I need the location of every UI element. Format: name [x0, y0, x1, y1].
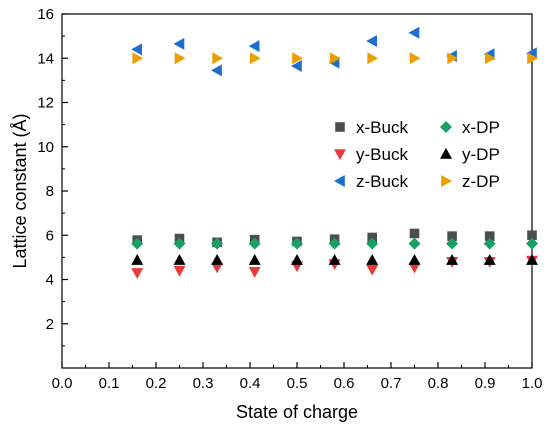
data-point	[249, 52, 261, 65]
data-point	[526, 254, 538, 265]
data-points	[131, 26, 538, 279]
data-point	[367, 232, 377, 243]
legend-marker	[440, 148, 452, 159]
legend-marker	[440, 121, 452, 133]
data-point	[292, 52, 303, 65]
legend-item: z-Buck	[334, 172, 408, 191]
data-point	[328, 254, 341, 265]
series-z-DP	[132, 52, 538, 65]
data-point	[174, 52, 186, 65]
y-tick-label: 8	[46, 183, 54, 200]
legend-label: z-DP	[462, 172, 500, 191]
data-point	[173, 265, 186, 277]
data-point	[526, 237, 538, 250]
data-point	[248, 237, 261, 250]
data-point	[366, 34, 377, 47]
data-point	[211, 254, 224, 265]
data-point	[132, 52, 144, 65]
x-tick-label: 0.5	[287, 375, 308, 392]
legend-marker	[334, 175, 345, 187]
data-point	[173, 254, 186, 265]
data-point	[212, 52, 224, 65]
data-point	[291, 254, 303, 265]
data-point	[408, 254, 421, 265]
x-axis-title: State of charge	[236, 402, 358, 422]
y-tick-label: 4	[46, 272, 54, 289]
data-point	[483, 237, 496, 250]
axis-ticks	[61, 13, 533, 368]
legend-item: y-DP	[440, 145, 500, 164]
data-point	[329, 52, 341, 65]
y-tick-label: 14	[37, 50, 54, 67]
data-point	[211, 262, 224, 274]
data-point	[447, 52, 459, 65]
legend-marker	[334, 149, 346, 160]
data-point	[409, 228, 420, 239]
data-point	[484, 52, 496, 65]
data-point	[173, 237, 186, 250]
legend-marker	[441, 175, 452, 187]
x-tick-label: 0.1	[99, 375, 120, 392]
x-tick-label: 0.8	[428, 375, 449, 392]
data-point	[527, 230, 537, 241]
x-tick-label: 0.4	[240, 375, 261, 392]
x-tick-label: 0.7	[381, 375, 402, 392]
data-point	[291, 237, 303, 250]
data-point	[408, 262, 421, 274]
data-point	[211, 237, 224, 250]
x-tick-label: 0.0	[52, 375, 73, 392]
data-point	[408, 26, 420, 39]
legend-label: z-Buck	[356, 172, 408, 191]
legend-item: x-DP	[440, 118, 500, 137]
data-point	[328, 237, 341, 250]
y-tick-label: 12	[37, 95, 54, 112]
series-x-DP	[131, 237, 538, 250]
data-point	[173, 37, 185, 50]
data-point	[131, 254, 144, 265]
legend: x-Buck y-Buck z-Buck x-DP y-DP z-DP	[334, 118, 500, 191]
legend-item: y-Buck	[334, 145, 408, 164]
data-point	[366, 264, 379, 276]
legend-item: x-Buck	[335, 118, 408, 137]
data-point	[446, 254, 459, 265]
axis-tick-labels: 0.0 0.1 0.2 0.3 0.4 0.5 0.6 0.7 0.8 0.9 1.0 2 4 6 8 10 1…	[37, 6, 542, 392]
data-point	[366, 237, 379, 250]
data-point	[483, 254, 496, 265]
data-point	[248, 266, 261, 278]
data-point	[408, 237, 421, 250]
x-tick-label: 0.9	[475, 375, 496, 392]
y-tick-label: 10	[37, 139, 54, 156]
data-point	[248, 254, 261, 265]
data-point	[446, 237, 459, 250]
data-point	[409, 52, 421, 65]
data-point	[131, 43, 142, 56]
data-point	[447, 231, 457, 241]
y-tick-label: 6	[46, 227, 54, 244]
y-axis-title: Lattice constant (Å)	[10, 113, 30, 268]
x-tick-label: 0.3	[193, 375, 214, 392]
data-point	[131, 237, 144, 250]
x-tick-label: 1.0	[522, 375, 543, 392]
data-point	[291, 59, 302, 72]
legend-label: y-Buck	[356, 145, 408, 164]
legend-item: z-DP	[441, 172, 500, 191]
data-point	[248, 40, 260, 53]
data-point	[131, 268, 144, 279]
legend-label: x-DP	[462, 118, 500, 137]
y-tick-label: 16	[37, 6, 54, 23]
x-tick-label: 0.6	[334, 375, 355, 392]
legend-label: x-Buck	[356, 118, 408, 137]
data-point	[367, 52, 379, 65]
series-z-Buck	[131, 26, 537, 77]
x-tick-label: 0.2	[146, 375, 167, 392]
y-tick-label: 2	[46, 316, 54, 333]
data-point	[366, 254, 379, 265]
legend-label: y-DP	[462, 145, 500, 164]
data-point	[484, 231, 495, 241]
data-point	[527, 52, 538, 65]
series-y-DP	[131, 254, 538, 265]
legend-marker	[335, 122, 345, 132]
data-point	[211, 64, 222, 77]
